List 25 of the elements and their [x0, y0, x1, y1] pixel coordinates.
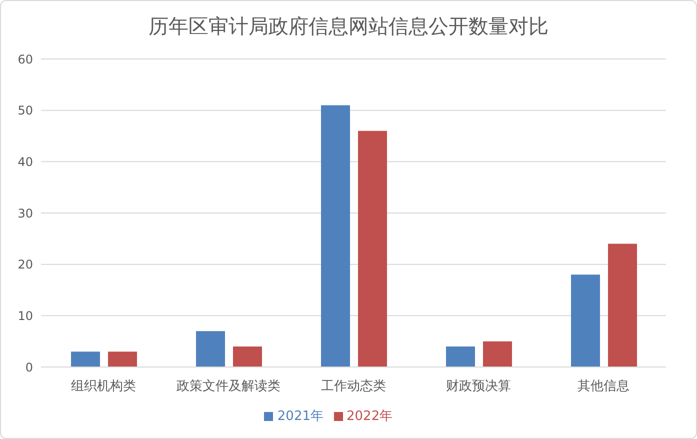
- y-tick-label: 30: [18, 206, 33, 220]
- y-tick-label: 50: [18, 104, 33, 118]
- y-tick-label: 60: [18, 52, 33, 66]
- x-tick-label: 其他信息: [578, 379, 630, 394]
- bar: [196, 331, 225, 367]
- bar: [71, 352, 100, 367]
- x-tick-label: 组织机构类: [71, 379, 136, 394]
- x-tick-label: 政策文件及解读类: [176, 379, 280, 394]
- x-tick-label: 财政预决算: [446, 379, 511, 394]
- x-tick-label: 工作动态类: [321, 379, 386, 394]
- bar: [608, 244, 637, 367]
- legend-label: 2021年: [277, 409, 324, 424]
- bar: [446, 346, 475, 367]
- bar: [233, 346, 262, 367]
- y-tick-label: 20: [18, 258, 33, 272]
- bar: [483, 341, 512, 367]
- y-tick-label: 40: [18, 154, 33, 169]
- bar: [571, 274, 600, 367]
- bar: [108, 352, 137, 367]
- chart-title: 历年区审计局政府信息网站信息公开数量对比: [148, 13, 550, 40]
- legend-label: 2022年: [346, 409, 393, 424]
- bar: [358, 130, 387, 367]
- y-tick-label: 0: [25, 360, 33, 374]
- bar: [321, 105, 350, 367]
- y-tick-label: 10: [18, 308, 33, 323]
